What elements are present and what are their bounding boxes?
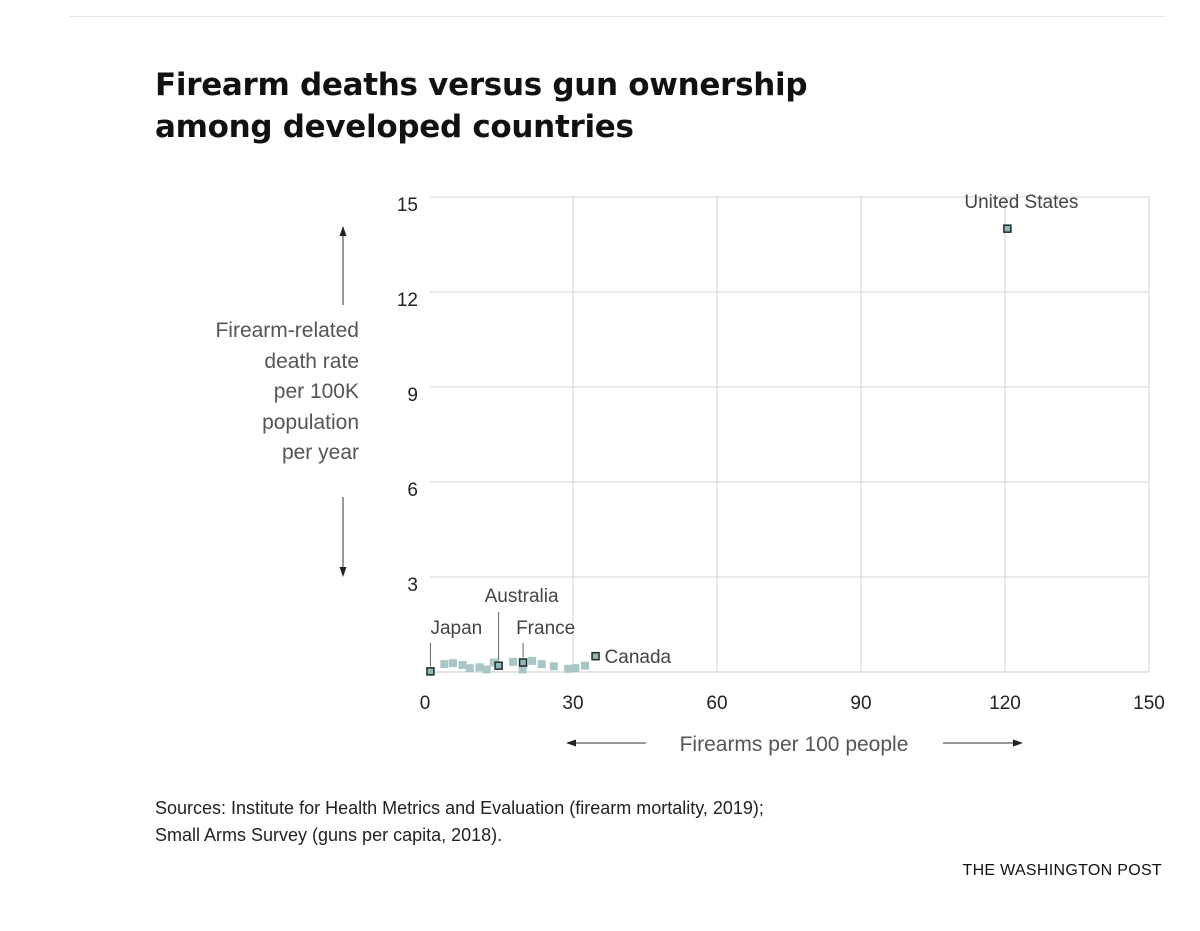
x-tick-label: 30 <box>562 693 583 714</box>
scatter-point <box>509 657 517 666</box>
y-arrow-up-icon <box>339 226 347 236</box>
scatter-point <box>564 664 573 673</box>
y-tick-label: 3 <box>407 575 418 596</box>
scatter-point <box>571 664 580 673</box>
point-label: Australia <box>485 586 559 607</box>
other-points <box>440 656 589 674</box>
x-arrow-left-icon <box>566 739 576 747</box>
scatter-point <box>482 665 491 674</box>
top-divider <box>70 16 1165 17</box>
scatter-point <box>489 658 498 667</box>
y-tick-label: 6 <box>407 480 418 501</box>
sources-note: Sources: Institute for Health Metrics an… <box>155 795 1055 849</box>
chart-title-line-1: Firearm deaths versus gun ownership <box>155 67 808 103</box>
highlighted-point <box>518 658 528 667</box>
point-label: United States <box>964 192 1078 213</box>
y-tick-label: 9 <box>407 385 418 406</box>
y-tick-label: 15 <box>397 195 418 216</box>
x-arrow-right-icon <box>1013 739 1023 747</box>
y-axis-label-line: Firearm-related <box>215 319 359 342</box>
grid-lines <box>429 196 1150 673</box>
scatter-point <box>537 660 546 669</box>
highlighted-point <box>494 661 503 670</box>
chart-title: Firearm deaths versus gun ownership amon… <box>155 64 955 148</box>
scatter-point <box>581 661 589 670</box>
x-tick-label: 60 <box>706 693 727 714</box>
sources-line-1: Sources: Institute for Health Metrics an… <box>155 798 764 818</box>
x-axis-arrows <box>566 739 1023 747</box>
chart-title-line-2: among developed countries <box>155 109 634 145</box>
x-tick-label: 90 <box>850 693 871 714</box>
scatter-point <box>465 664 474 673</box>
scatter-point <box>458 661 467 670</box>
publisher-credit: THE WASHINGTON POST <box>962 862 1162 879</box>
y-axis-arrows <box>339 226 347 577</box>
x-tick-label: 120 <box>989 693 1021 714</box>
scatter-point <box>518 665 527 674</box>
y-axis-label-line: population <box>262 410 359 434</box>
axis-ticks: 0 30 60 90 120 150 3 6 9 12 15 <box>397 195 1165 714</box>
scatter-point <box>440 660 449 669</box>
sources-line-2: Small Arms Survey (guns per capita, 2018… <box>155 825 503 845</box>
highlighted-points <box>426 224 1012 676</box>
scatter-point <box>475 663 484 672</box>
y-arrow-down-icon <box>339 567 347 577</box>
y-axis-label-line: per year <box>281 441 359 464</box>
x-tick-label: 150 <box>1133 693 1165 714</box>
y-axis-label-line: per 100K <box>273 380 359 403</box>
y-axis-label-line: death rate <box>264 349 359 373</box>
highlighted-point <box>426 667 435 676</box>
y-axis-label: Firearm-related death rate per 100K popu… <box>150 316 359 469</box>
x-axis-label: Firearms per 100 people <box>680 733 909 756</box>
point-label: Japan <box>430 618 482 639</box>
point-label: Canada <box>605 647 672 668</box>
highlighted-point <box>1003 224 1012 233</box>
point-label: France <box>516 618 575 639</box>
highlighted-point <box>591 651 600 661</box>
scatter-point <box>449 659 457 668</box>
scatter-point <box>528 656 537 665</box>
x-tick-label: 0 <box>420 693 431 714</box>
annotation-leaders <box>429 612 524 667</box>
scatter-point <box>549 662 558 671</box>
y-tick-label: 12 <box>397 290 418 311</box>
